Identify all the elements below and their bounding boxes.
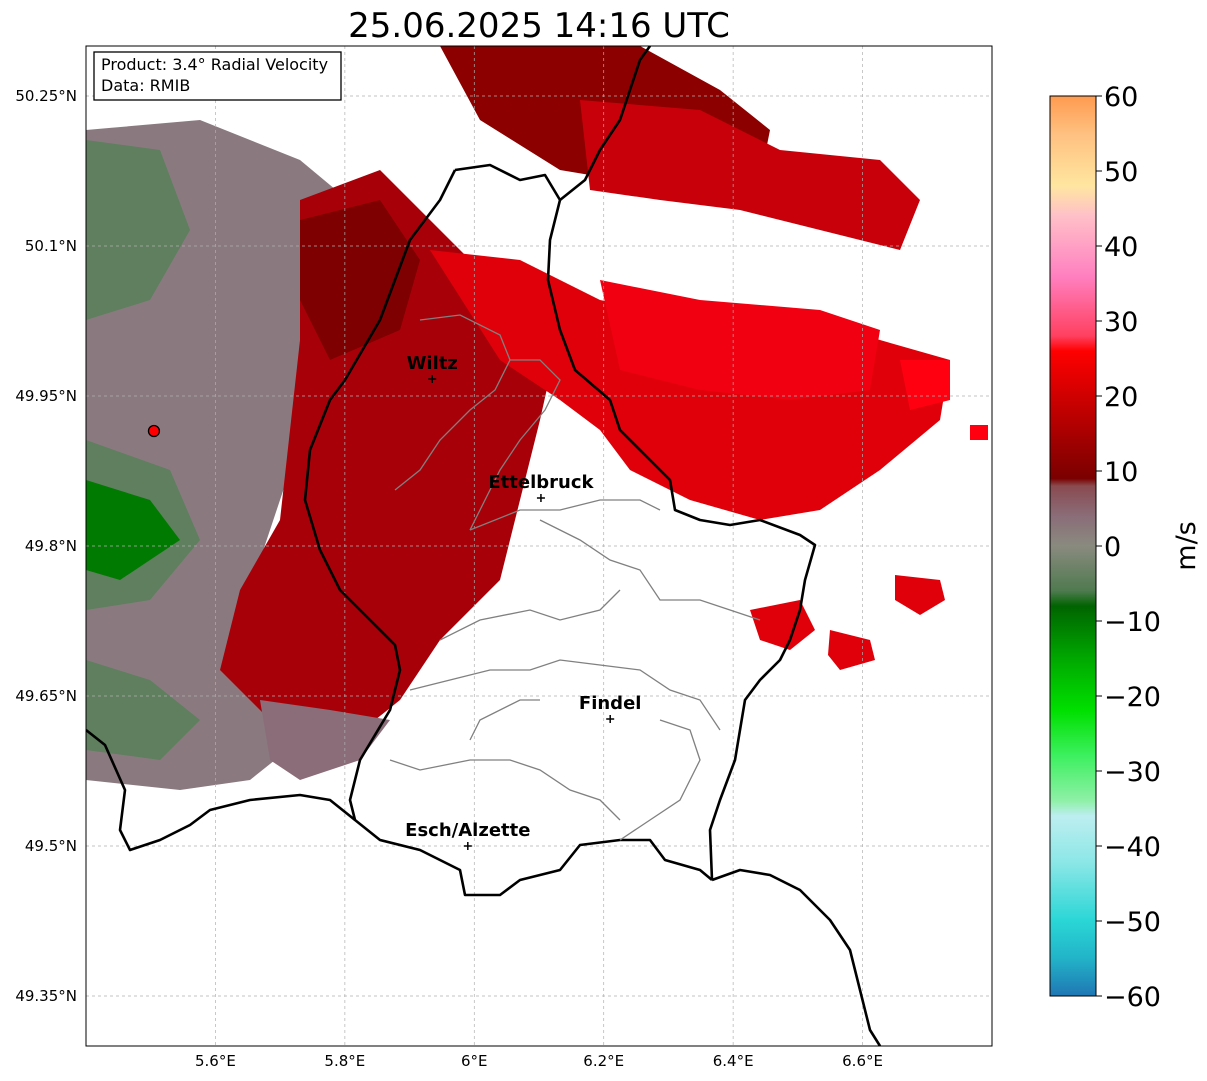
outbound-echo-band [600,280,880,400]
outbound-echo-cell [970,425,988,440]
near-radar-green-zone [86,140,190,320]
border-germany-north [559,46,652,202]
canton-border [469,499,661,531]
canton-border [619,719,701,841]
outbound-echo-edge [260,700,390,780]
city-label: Findel [579,693,642,714]
colorbar: 60 50 40 30 20 10 0 −10 −20 −30 −40 −50 −60 m/s [1049,82,1202,1013]
country-borders [86,46,882,1046]
city-label: Esch/Alzette [405,820,530,841]
info-box: Product: 3.4° Radial Velocity Data: RMIB [93,51,342,101]
lat-tick-label: 49.5°N [25,837,77,855]
info-source: Data: RMIB [101,76,190,95]
outbound-echo-dark [300,200,420,360]
colorbar-tick-label: −50 [1104,907,1161,938]
colorbar-tick-label: 0 [1104,532,1121,563]
lon-tick-label: 5.6°E [195,1052,236,1070]
canton-border [469,699,540,741]
outbound-echo-band [580,100,920,250]
info-product: Product: 3.4° Radial Velocity [101,55,328,74]
lon-tick-label: 5.8°E [324,1052,365,1070]
colorbar-gradient [1049,95,1097,997]
city-marker: Wiltz [407,353,458,383]
city-marker: Findel [579,693,642,723]
canton-border [394,314,511,491]
colorbar-tick-label: 60 [1104,82,1138,113]
velocity-field [86,46,988,790]
chart-title: 25.06.2025 14:16 UTC [348,6,730,46]
colorbar-tick-label: −40 [1104,832,1161,863]
canton-border [389,759,621,821]
border-germany-france [711,868,882,1046]
city-marker: Ettelbruck [488,472,595,502]
lon-tick-label: 6°E [461,1052,488,1070]
lon-tick-label: 6.6°E [842,1052,883,1070]
outbound-echo-cell [828,630,875,670]
city-label: Wiltz [407,353,458,374]
colorbar-tick-label: 20 [1104,382,1138,413]
cities-layer: Wiltz Ettelbruck Findel Esch/Alzette [405,353,641,850]
city-marker: Esch/Alzette [405,820,530,850]
info-box-frame [93,51,342,101]
lat-tick-label: 49.8°N [25,537,77,555]
radar-site-marker [147,424,161,438]
city-label: Ettelbruck [488,472,594,493]
colorbar-tick-label: −60 [1104,982,1161,1013]
longitude-tick-labels: 5.6°E 5.8°E 6°E 6.2°E 6.4°E 6.6°E [195,1052,883,1070]
border-luxembourg-west [454,163,817,881]
map-frame [85,45,993,1047]
colorbar-tick-label: −20 [1104,682,1161,713]
outbound-echo-cell [900,360,950,410]
lat-tick-label: 50.25°N [15,87,77,105]
outbound-echo-cell [895,575,945,615]
canton-border [439,589,621,641]
border-france-belgium [86,728,356,852]
lon-tick-label: 6.2°E [583,1052,624,1070]
border-luxembourg-north [303,169,713,897]
latitude-tick-labels: 50.25°N 50.1°N 49.95°N 49.8°N 49.65°N 49.5°N 4… [15,87,77,1005]
colorbar-tick-label: 10 [1104,457,1138,488]
lat-tick-label: 49.35°N [15,987,77,1005]
lon-tick-label: 6.4°E [713,1052,754,1070]
canton-border [539,519,761,621]
canton-border [469,359,561,531]
colorbar-tick-label: 50 [1104,157,1138,188]
lat-tick-label: 49.65°N [15,687,77,705]
map-panel: Wiltz Ettelbruck Findel Esch/Alzette Produc… [15,45,993,1070]
radar-site-layer [147,424,161,438]
lat-tick-label: 49.95°N [15,387,77,405]
near-radar-green-zone [86,480,180,580]
colorbar-tick-label: 40 [1104,232,1138,263]
colorbar-tick-label: 30 [1104,307,1138,338]
colorbar-tick-label: −30 [1104,757,1161,788]
near-radar-green-zone [86,660,200,760]
canton-borders [389,314,761,841]
canton-border [409,659,721,731]
colorbar-ticks: 60 50 40 30 20 10 0 −10 −20 −30 −40 −50 −60 [1096,82,1161,1013]
lat-tick-label: 50.1°N [25,237,77,255]
colorbar-tick-label: −10 [1104,607,1161,638]
colorbar-label: m/s [1171,521,1202,570]
